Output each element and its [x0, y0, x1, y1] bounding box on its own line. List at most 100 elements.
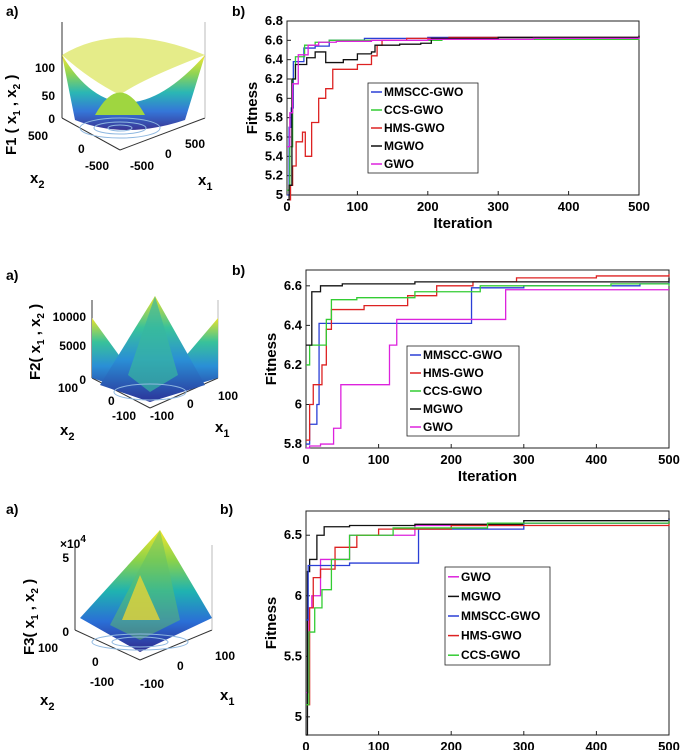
series-line-mgwo: [306, 277, 670, 346]
y-tick-label: 5.6: [265, 129, 283, 144]
legend: GWO MGWO MMSCC-GWO HMS-GWO CCS-GWO: [444, 566, 551, 666]
x1-axis-label: x1: [198, 172, 212, 193]
x-tick-label: 300: [513, 452, 535, 467]
x1-tick: 500: [185, 137, 205, 151]
z-tick: 5000: [59, 339, 86, 353]
x2-tick: 0: [78, 142, 85, 156]
y-tick-label: 6.2: [265, 71, 283, 86]
series-line-gwo: [287, 37, 640, 148]
x1-tick: 0: [177, 659, 184, 673]
x-axis-label: Iteration: [458, 468, 517, 485]
x1-tick: 0: [187, 397, 194, 411]
surface-panel-2: a) 0 5000 10000 F2( x1 , x2 ) 100 0 -100…: [6, 267, 238, 443]
legend-label: MMSCC-GWO: [461, 609, 540, 623]
panel-tag: a): [6, 3, 18, 19]
x-tick-label: 400: [586, 452, 608, 467]
x-tick-label: 0: [302, 452, 309, 467]
y-tick-label: 6.6: [265, 32, 283, 47]
x-tick-label: 200: [440, 739, 462, 750]
y-axis-label: Fitness: [263, 333, 280, 386]
y-tick-label: 6.5: [284, 527, 302, 542]
panel-tag: a): [6, 501, 18, 517]
series-line-ccs-gwo: [306, 283, 670, 366]
y-tick-label: 6: [295, 396, 302, 411]
y-tick-label: 6: [295, 588, 302, 603]
legend-label: CCS-GWO: [461, 648, 520, 662]
y-tick-label: 5.4: [265, 148, 284, 163]
legend-label: GWO: [384, 157, 414, 171]
fitness-chart-2: b) 5.8 6 6.2 6.4 6.6 0 100 200 300 400 500 Iteration…: [232, 262, 680, 485]
x2-tick: 100: [38, 641, 58, 655]
panel-tag: b): [232, 3, 245, 19]
legend-box: [406, 345, 520, 437]
legend-label: HMS-GWO: [461, 629, 522, 643]
legend-label: MGWO: [461, 589, 501, 603]
z-tick: 0: [48, 112, 55, 126]
legend-label: CCS-GWO: [423, 384, 482, 398]
y-tick-label: 5.8: [284, 436, 302, 451]
x2-tick: 500: [28, 129, 48, 143]
panel-tag: b): [220, 501, 233, 517]
z-axis-label: F2( x1 , x2 ): [27, 304, 47, 380]
series-line-mgwo: [287, 35, 640, 201]
series-line-mmscc-gwo: [306, 281, 670, 445]
fitness-chart-1: b) 5 5.2 5.4 5.6 5.8 6 6.2 6.4 6.6 6.8 0 100 200 300 40…: [232, 3, 650, 232]
legend-label: GWO: [423, 420, 453, 434]
x2-tick: -100: [112, 409, 136, 423]
legend-label: MMSCC-GWO: [423, 348, 502, 362]
legend-label: MGWO: [384, 139, 424, 153]
y-tick-label: 5.8: [265, 110, 283, 125]
x-tick-label: 500: [658, 452, 680, 467]
x2-tick: -500: [85, 159, 109, 173]
y-tick-label: 5: [295, 709, 302, 724]
x-tick-label: 100: [368, 739, 390, 750]
z-tick: 100: [35, 61, 55, 75]
x2-axis-label: x2: [40, 692, 54, 713]
z-tick: 0: [62, 625, 69, 639]
x1-tick: 100: [218, 389, 238, 403]
legend: MMSCC-GWO HMS-GWO CCS-GWO MGWO GWO: [406, 345, 520, 437]
y-tick-label: 6.6: [284, 278, 302, 293]
x-axis-label: Iteration: [433, 215, 492, 232]
x2-tick: 100: [58, 381, 78, 395]
legend-label: HMS-GWO: [384, 121, 445, 135]
x2-tick: 0: [108, 394, 115, 408]
z-tick: 50: [42, 89, 56, 103]
legend-label: MGWO: [423, 402, 463, 416]
x2-axis-label: x2: [30, 170, 44, 191]
x-tick-label: 100: [368, 452, 390, 467]
x1-tick: 0: [165, 147, 172, 161]
legend-label: MMSCC-GWO: [384, 85, 463, 99]
legend-box: [444, 566, 551, 666]
x-tick-label: 200: [417, 199, 439, 214]
fitness-chart-3: b)55.566.50100200300400500IterationFitne…: [220, 501, 680, 750]
series-line-gwo: [306, 289, 669, 449]
x-tick-label: 500: [658, 739, 680, 750]
x2-tick: -100: [90, 675, 114, 689]
x1-tick: -500: [130, 159, 154, 173]
series-line-hms-gwo: [306, 273, 670, 441]
y-tick-label: 6: [276, 90, 283, 105]
legend-label: CCS-GWO: [384, 103, 443, 117]
legend-label: HMS-GWO: [423, 366, 484, 380]
x1-tick: -100: [140, 677, 164, 691]
surface-panel-3: a) 0 5 ×104 F3( x1 , x2 ) 100 0 -100 -10…: [6, 501, 235, 713]
y-axis-label: Fitness: [244, 82, 261, 135]
y-axis-label: Fitness: [263, 597, 280, 650]
x-tick-label: 0: [283, 199, 290, 214]
x2-tick: 0: [92, 655, 99, 669]
x-tick-label: 100: [347, 199, 369, 214]
y-tick-label: 6.4: [265, 52, 284, 67]
x-tick-label: 400: [558, 199, 580, 214]
x-tick-label: 300: [513, 739, 535, 750]
series-line-ccs-gwo: [306, 520, 670, 706]
panel-tag: a): [6, 267, 18, 283]
y-tick-label: 6.2: [284, 357, 302, 372]
panel-tag: b): [232, 262, 245, 278]
y-tick-label: 6.4: [284, 317, 303, 332]
surface-panel-1: a) 0 50 100 F1 ( x1 , x2 ) 500 0 -500 -5…: [3, 3, 212, 193]
z-axis-label: F3( x1 , x2 ): [21, 579, 41, 655]
legend: MMSCC-GWO CCS-GWO HMS-GWO MGWO GWO: [367, 82, 479, 174]
x-tick-label: 200: [440, 452, 462, 467]
x1-axis-label: x1: [220, 687, 234, 708]
